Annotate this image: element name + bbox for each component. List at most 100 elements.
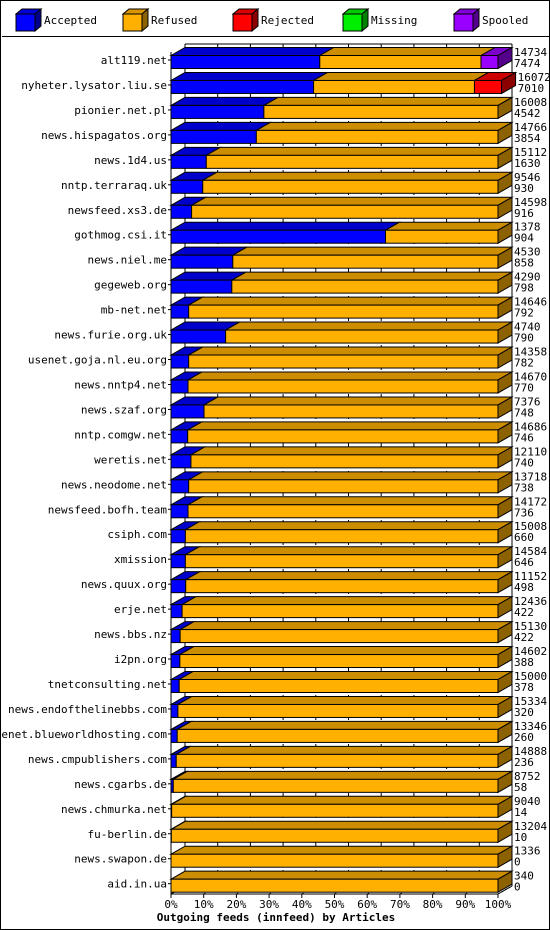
offered-value-label: 14888: [514, 745, 547, 758]
offered-value-label: 13346: [514, 720, 547, 733]
accepted-value-label: 738: [514, 481, 534, 494]
legend-swatch: [232, 8, 260, 32]
host-label: nntp.terraraq.uk: [61, 179, 167, 192]
bar-segment-refused-side: [497, 221, 513, 245]
bar-segment-refused-side: [497, 545, 513, 569]
host-label: news.endofthelinebbs.com: [8, 703, 167, 716]
bar-segment-accepted-top: [169, 121, 273, 131]
host-label: newsfeed.bofh.team: [48, 503, 168, 516]
bar-segment-refused-top: [186, 471, 514, 481]
offered-value-label: 11152: [514, 570, 547, 583]
offered-value-label: 9546: [514, 171, 541, 184]
offered-value-label: 7376: [514, 395, 541, 408]
offered-value-label: 12436: [514, 595, 547, 608]
x-tick-label: 30%: [259, 898, 279, 911]
accepted-value-label: 858: [514, 257, 534, 270]
host-label: news.hispagatos.org: [41, 129, 167, 142]
host-label: news.nntp4.net: [74, 378, 167, 391]
host-label: news.szaf.org: [81, 403, 167, 416]
bar-segment-accepted: [170, 529, 186, 544]
host-label: pionier.net.pl: [74, 104, 167, 117]
host-label: news.niel.me: [88, 254, 167, 267]
offered-value-label: 14602: [514, 645, 547, 658]
bar-segment-rejected-side: [501, 71, 517, 95]
bar-segment-accepted: [170, 104, 265, 119]
bar-segment-rejected: [473, 79, 503, 94]
bar-segment-refused-top: [175, 720, 514, 730]
bar-segment-refused-top: [169, 870, 514, 880]
accepted-value-label: 646: [514, 556, 534, 569]
offered-value-label: 1378: [514, 221, 541, 234]
offered-value-label: 1336: [514, 845, 541, 858]
x-tick-label: 60%: [357, 898, 377, 911]
offered-value-label: 14172: [514, 495, 547, 508]
bar-segment-refused-side: [497, 870, 513, 894]
bar-segment-refused-side: [497, 745, 513, 769]
host-label: newsfeed.xs3.de: [68, 204, 167, 217]
bar-segment-accepted: [170, 279, 233, 294]
accepted-value-label: 770: [514, 381, 534, 394]
bar-segment-refused: [205, 154, 499, 169]
x-tick-label: 100%: [485, 898, 512, 911]
bar-segment-accepted: [170, 229, 387, 244]
bar-segment-refused-side: [497, 196, 513, 220]
offered-value-label: 14646: [514, 296, 547, 309]
accepted-value-label: 10: [514, 831, 527, 844]
offered-value-label: 15000: [514, 670, 547, 683]
host-label: news.neodome.net: [61, 478, 167, 491]
bar-segment-refused: [203, 404, 499, 419]
offered-value-label: 13718: [514, 470, 547, 483]
host-label: gothmog.csi.it: [74, 229, 167, 242]
accepted-value-label: 378: [514, 681, 534, 694]
bar-segment-refused: [319, 55, 482, 69]
bar-segment-refused-top: [189, 196, 514, 206]
bar-segment-refused: [190, 454, 499, 469]
bar-segment-accepted: [170, 129, 257, 144]
bar-segment-refused-top: [261, 96, 514, 106]
bar-segment-refused: [225, 329, 499, 344]
bar-segment-spooled-side: [497, 46, 513, 70]
x-tick-label: 50%: [325, 898, 345, 911]
bar-segment-refused-side: [497, 271, 513, 295]
bar-segment-refused: [191, 204, 499, 219]
host-label: nyheter.lysator.liu.se: [21, 79, 167, 92]
bar-segment-refused-side: [497, 146, 513, 170]
bar-segment-refused-top: [180, 596, 514, 606]
bar-segment-accepted: [170, 254, 234, 269]
offered-value-label: 15112: [514, 146, 547, 159]
bar-segment-refused: [231, 279, 499, 294]
bar-segment-refused-side: [497, 495, 513, 519]
host-label: gegeweb.org: [94, 279, 167, 292]
legend-label: Rejected: [261, 14, 314, 27]
bar-segment-refused: [385, 229, 499, 244]
x-tick-label: 10%: [194, 898, 214, 911]
bar-segment-refused-side: [497, 396, 513, 419]
bar-segment-refused-side: [497, 296, 513, 319]
offered-value-label: 16008: [514, 96, 547, 109]
host-label: mb-net.net: [101, 304, 167, 317]
bar-segment-accepted-top: [169, 96, 280, 106]
legend-label: Accepted: [44, 14, 97, 27]
bar-segment-refused-top: [229, 271, 514, 281]
bar-segment-refused-top: [185, 421, 514, 431]
host-label: news.1d4.us: [94, 154, 167, 167]
bar-segment-refused: [177, 703, 499, 718]
bar-segment-refused-side: [497, 720, 513, 744]
bar-segment-refused: [202, 179, 499, 194]
bar-segment-refused: [170, 853, 499, 868]
bar-segment-refused-top: [383, 221, 514, 231]
bar-segment-refused: [172, 778, 499, 793]
